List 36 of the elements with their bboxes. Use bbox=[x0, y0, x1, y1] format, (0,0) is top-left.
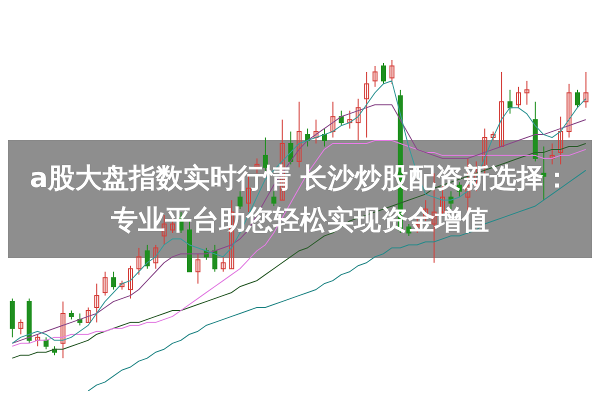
candlestick bbox=[372, 65, 378, 88]
candlestick bbox=[136, 247, 142, 276]
candlestick bbox=[35, 334, 40, 347]
candlestick bbox=[44, 336, 49, 350]
candlestick bbox=[380, 62, 386, 84]
candlestick bbox=[516, 86, 521, 108]
candlestick bbox=[389, 60, 394, 84]
candlestick bbox=[330, 101, 336, 138]
candlestick bbox=[128, 265, 133, 300]
candlestick bbox=[195, 253, 200, 284]
candlestick bbox=[508, 89, 513, 114]
candlestick bbox=[212, 244, 218, 272]
candlestick bbox=[94, 283, 100, 323]
candlestick bbox=[524, 80, 530, 106]
candlestick bbox=[271, 190, 276, 207]
candlestick bbox=[364, 71, 370, 138]
candlestick bbox=[153, 244, 158, 270]
candlestick bbox=[566, 83, 572, 138]
candlestick bbox=[220, 256, 226, 272]
candlestick bbox=[574, 89, 580, 108]
candlestick bbox=[499, 71, 504, 147]
candlestick bbox=[18, 318, 24, 335]
candlestick bbox=[60, 301, 66, 359]
candlestick bbox=[296, 101, 302, 168]
candlestick bbox=[338, 110, 344, 126]
candlestick bbox=[86, 307, 91, 323]
candlestick bbox=[356, 98, 361, 142]
candlestick bbox=[314, 119, 319, 144]
candlestick bbox=[558, 116, 564, 165]
candlestick bbox=[550, 142, 555, 165]
candlestick bbox=[144, 244, 150, 270]
candlestick bbox=[347, 110, 352, 130]
candlestick bbox=[102, 271, 108, 296]
candlestick bbox=[322, 128, 327, 147]
candlestick bbox=[111, 271, 116, 290]
candlestick bbox=[583, 71, 588, 108]
